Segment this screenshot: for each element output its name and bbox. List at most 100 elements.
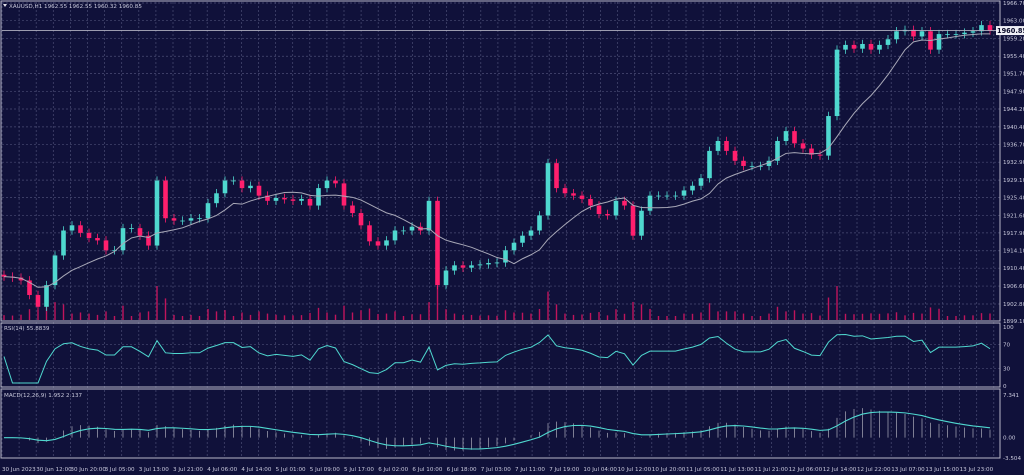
volume-bar: [377, 314, 379, 320]
volume-bar: [385, 313, 388, 320]
macd-pane[interactable]: 7.341 0.00 -3.504: [3, 393, 1021, 462]
volume-bar: [71, 313, 73, 320]
time-tick-label: 30 Jun 12:00: [36, 467, 72, 473]
price-axis[interactable]: 1966.70 1963.00 1959.20 1955.40 1951.70 1947.…: [1003, 1, 1024, 325]
volume-bar: [955, 316, 957, 320]
bull-candle: [936, 34, 942, 50]
volume-bar: [105, 311, 107, 320]
time-tick-label: 11 Jul 05:00: [686, 467, 720, 473]
volume-bar: [462, 314, 464, 320]
volume-bar: [88, 313, 90, 320]
volume-bar: [173, 314, 175, 320]
bull-candle: [715, 141, 721, 151]
rsi-pane[interactable]: 100 70 30 0: [2, 325, 1014, 390]
volume-bar: [436, 286, 439, 320]
volume-bar: [836, 286, 838, 320]
candles: [1, 20, 993, 312]
current-price-box: [996, 26, 1024, 36]
volume-bar: [156, 286, 158, 320]
time-tick-label: 7 Jul 11:00: [515, 467, 545, 473]
collapse-triangle-icon[interactable]: [3, 4, 7, 7]
volume-bar: [674, 316, 677, 320]
bear-candle: [171, 218, 177, 221]
bear-candle: [1, 274, 7, 277]
time-tick-label: 11 Jul 13:00: [720, 467, 754, 473]
bull-candle: [188, 218, 194, 221]
bull-candle: [299, 198, 304, 201]
bull-candle: [469, 265, 474, 268]
bull-candle: [112, 250, 117, 252]
bull-candle: [214, 193, 219, 204]
bull-candle: [919, 31, 925, 37]
bull-candle: [443, 270, 449, 286]
volume-bar: [938, 308, 940, 320]
volume-bar: [700, 312, 702, 320]
bull-candle: [222, 180, 228, 194]
bear-candle: [307, 198, 313, 206]
bear-candle: [817, 154, 823, 156]
bull-candle: [945, 34, 950, 35]
volume-bar: [360, 310, 362, 320]
macd-tick-label: 7.341: [1003, 393, 1019, 399]
volume-bar: [861, 313, 864, 320]
bear-candle: [78, 225, 83, 233]
volume-bar: [921, 313, 923, 320]
rsi-tick-label: 0: [1003, 384, 1007, 390]
bull-candle: [826, 116, 831, 156]
volume-bar: [615, 309, 617, 320]
volume-bar: [487, 315, 490, 320]
bear-candle: [341, 183, 347, 206]
price-tick-label: 1902.80: [1003, 302, 1024, 308]
volume-bar: [79, 312, 82, 320]
price-tick-label: 1936.70: [1003, 142, 1024, 148]
volume-bar: [810, 313, 813, 320]
volume-bar: [300, 315, 303, 320]
bull-candle: [384, 240, 389, 246]
volume-bar: [20, 314, 22, 320]
volume-bar: [725, 311, 728, 320]
volume-bar: [292, 315, 294, 320]
main-pane-frame: [0, 0, 1001, 322]
volume-bar: [96, 314, 99, 320]
volume-bar: [198, 316, 201, 320]
volume-bar: [266, 313, 269, 320]
bull-candle: [44, 285, 49, 307]
volume-bar: [181, 316, 184, 320]
bull-candle: [894, 31, 899, 40]
bear-candle: [605, 214, 610, 216]
bear-candle: [146, 235, 151, 246]
volume-bar: [581, 314, 583, 320]
time-tick-label: 5 Jul 09:00: [310, 467, 340, 473]
price-tick-label: 1955.40: [1003, 54, 1024, 60]
volume-bar: [904, 315, 906, 320]
bear-candle: [868, 43, 874, 50]
bull-candle: [129, 228, 134, 229]
volume-bar: [887, 313, 889, 320]
bull-candle: [698, 178, 704, 186]
time-tick-label: 4 Jul 14:00: [241, 467, 271, 473]
bear-candle: [741, 160, 746, 166]
volume-bar: [309, 312, 311, 320]
bull-candle: [690, 185, 695, 191]
volume-bar: [411, 314, 413, 320]
time-tick-label: 5 Jul 17:00: [344, 467, 374, 473]
volume-bar: [870, 313, 872, 320]
bear-candle: [333, 180, 338, 184]
volume-bar: [751, 316, 753, 320]
rsi-line: [3, 334, 991, 384]
bear-candle: [103, 240, 109, 251]
volume-bar: [768, 313, 770, 320]
time-tick-label: 7 Jul 03:00: [481, 467, 511, 473]
price-tick-label: 1932.90: [1003, 160, 1024, 166]
macd-tick-label: -3.504: [1003, 456, 1021, 462]
volume-bar: [283, 315, 286, 320]
bull-candle: [452, 265, 457, 271]
volume-bar: [963, 315, 966, 320]
bull-candle: [205, 203, 211, 219]
volume-bar: [632, 301, 634, 320]
price-tick-label: 1921.60: [1003, 213, 1024, 219]
volume-bar: [241, 312, 243, 320]
moving-average-line: [3, 33, 991, 288]
